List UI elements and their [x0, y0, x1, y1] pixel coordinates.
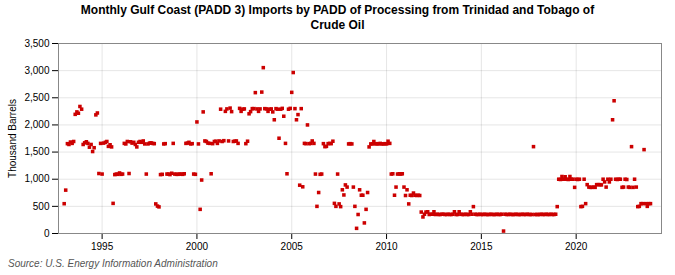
- svg-text:Thousand Barrels: Thousand Barrels: [7, 99, 18, 178]
- html-text:Source: U.S. Energy Informatio: Source: U.S. Energy Information Administ…: [8, 258, 218, 269]
- svg-text:2015: 2015: [470, 241, 493, 252]
- html-text:Monthly Gulf Coast (PADD 3) Im: Monthly Gulf Coast (PADD 3) Imports by P…: [80, 3, 595, 32]
- svg-text:1,500: 1,500: [24, 146, 49, 157]
- svg-text:2,500: 2,500: [24, 92, 49, 103]
- svg-text:2020: 2020: [565, 241, 588, 252]
- svg-text:2010: 2010: [375, 241, 398, 252]
- svg-text:3,500: 3,500: [24, 38, 49, 49]
- svg-text:500: 500: [33, 201, 50, 212]
- svg-text:3,000: 3,000: [24, 65, 49, 76]
- svg-text:2005: 2005: [281, 241, 304, 252]
- svg-text:1,000: 1,000: [24, 173, 49, 184]
- svg-text:0: 0: [44, 228, 50, 239]
- svg-text:1995: 1995: [91, 241, 114, 252]
- svg-text:2000: 2000: [186, 241, 209, 252]
- svg-text:2,000: 2,000: [24, 119, 49, 130]
